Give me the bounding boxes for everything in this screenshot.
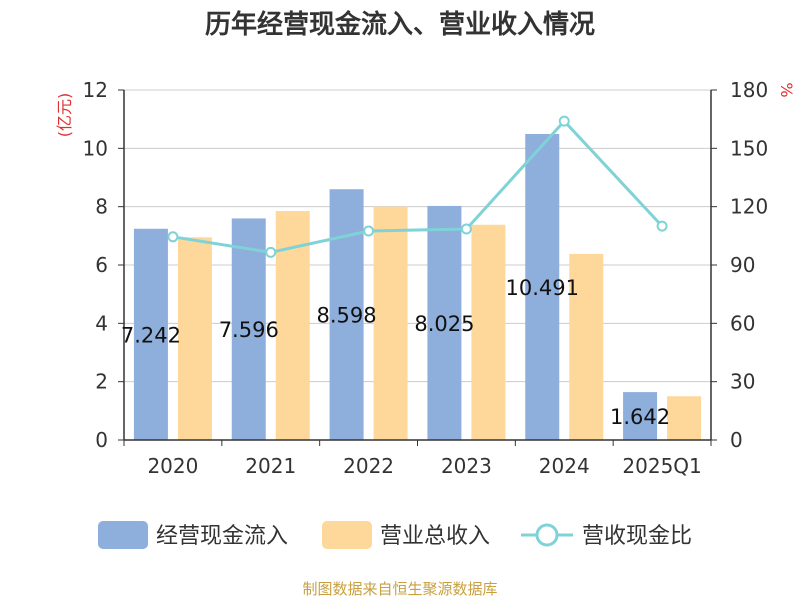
bar-revenue	[177, 237, 212, 440]
point-ratio	[363, 225, 375, 237]
legend-swatch-cash-inflow	[98, 521, 148, 549]
point-ratio	[167, 231, 179, 243]
data-label-cash-inflow: 7.596	[219, 318, 279, 342]
legend-item-ratio[interactable]: 营收现金比	[521, 523, 692, 549]
left-tick-label: 10	[83, 136, 108, 160]
right-axis-unit: %	[777, 82, 796, 97]
legend: 经营现金流入 营业总收入 营收现金比	[98, 521, 692, 549]
point-ratio	[460, 223, 472, 235]
bar-cash-inflow	[329, 189, 364, 440]
bar-cash-inflow	[133, 228, 168, 440]
chart-title: 历年经营现金流入、营业收入情况	[205, 9, 595, 40]
bar-revenue	[373, 206, 408, 440]
bar-cash-inflow	[427, 205, 462, 440]
grid-lines	[124, 89, 711, 383]
data-label-cash-inflow: 1.642	[610, 405, 670, 429]
right-tick-label: 90	[730, 253, 755, 277]
legend-item-cash-inflow[interactable]: 经营现金流入	[98, 521, 288, 549]
left-tick-label: 2	[95, 370, 108, 394]
bar-revenue	[471, 224, 506, 440]
x-tick-label: 2022	[343, 454, 394, 478]
left-axis-unit: (亿元)	[55, 93, 74, 138]
legend-label-ratio: 营收现金比	[582, 524, 692, 549]
bar-revenue	[569, 253, 604, 440]
right-tick-label: 60	[730, 311, 755, 335]
data-label-cash-inflow: 8.025	[414, 312, 474, 336]
left-tick-label: 4	[95, 311, 108, 335]
right-tick-label: 150	[730, 136, 768, 160]
line-series-group	[167, 115, 668, 258]
left-tick-label: 6	[95, 253, 108, 277]
legend-label-revenue: 营业总收入	[380, 524, 490, 549]
data-label-cash-inflow: 7.242	[121, 323, 181, 347]
right-tick-label: 180	[730, 78, 768, 102]
right-tick-label: 0	[730, 428, 743, 452]
point-ratio	[558, 115, 570, 127]
left-tick-label: 12	[83, 78, 108, 102]
right-tick-label: 120	[730, 195, 768, 219]
bars-group	[133, 134, 702, 440]
line-ratio	[172, 118, 664, 254]
legend-marker-ratio	[535, 523, 559, 547]
bar-cash-inflow	[525, 134, 560, 440]
bar-cash-inflow	[231, 218, 266, 440]
x-tick-label: 2020	[147, 454, 198, 478]
right-tick-label: 30	[730, 370, 755, 394]
x-tick-label: 2023	[441, 454, 492, 478]
x-tick-label: 2024	[539, 454, 590, 478]
source-note: 制图数据来自恒生聚源数据库	[302, 580, 497, 598]
legend-label-cash-inflow: 经营现金流入	[156, 524, 288, 549]
point-ratio	[265, 246, 277, 258]
legend-swatch-revenue	[322, 521, 372, 549]
left-tick-label: 8	[95, 195, 108, 219]
x-tick-label: 2025Q1	[622, 454, 701, 478]
point-ratio	[656, 220, 668, 232]
bar-cash-inflow	[623, 392, 658, 440]
bar-revenue	[667, 396, 702, 440]
left-tick-label: 0	[95, 428, 108, 452]
data-label-cash-inflow: 10.491	[506, 276, 579, 300]
legend-item-revenue[interactable]: 营业总收入	[322, 521, 490, 549]
x-tick-label: 2021	[245, 454, 296, 478]
data-label-cash-inflow: 8.598	[317, 304, 377, 328]
data-labels-group: 7.242 7.596 8.598 8.025 10.491 1.642	[121, 276, 670, 429]
